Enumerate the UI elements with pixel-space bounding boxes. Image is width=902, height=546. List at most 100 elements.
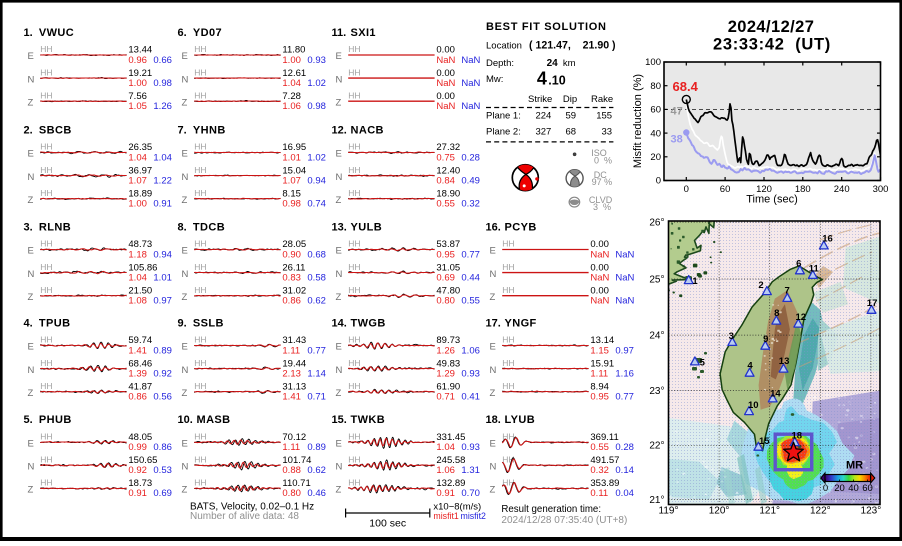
svg-text:0.53: 0.53 [153, 465, 172, 476]
svg-text:0.11: 0.11 [590, 488, 608, 499]
svg-text:0.00: 0.00 [436, 91, 455, 102]
svg-text:HH: HH [40, 188, 52, 198]
svg-text:0.58: 0.58 [307, 272, 326, 283]
svg-text:E: E [182, 342, 188, 353]
svg-text:13.44: 13.44 [128, 45, 152, 56]
svg-text:31.13: 31.13 [282, 381, 306, 392]
svg-text:0.00: 0.00 [436, 68, 455, 79]
svg-text:70.12: 70.12 [282, 432, 306, 443]
svg-text:N: N [182, 172, 189, 183]
svg-text:28.05: 28.05 [282, 239, 306, 250]
svg-text:NaN: NaN [590, 296, 609, 307]
svg-text:4.: 4. [24, 318, 33, 330]
svg-text:HH: HH [348, 67, 360, 77]
svg-text:MR: MR [846, 460, 863, 472]
svg-text:PHUB: PHUB [39, 414, 72, 426]
svg-text:HH: HH [40, 239, 52, 249]
svg-text:HH: HH [502, 239, 514, 249]
svg-text:0.92: 0.92 [128, 465, 147, 476]
svg-text:NaN: NaN [436, 55, 455, 66]
svg-text:0.74: 0.74 [307, 199, 326, 210]
svg-text:HH: HH [348, 165, 360, 175]
svg-text:48.05: 48.05 [128, 432, 152, 443]
svg-text:20: 20 [650, 152, 661, 163]
svg-text:31.05: 31.05 [436, 262, 460, 273]
svg-text:47.80: 47.80 [436, 285, 460, 296]
svg-text:HH: HH [40, 455, 52, 465]
svg-text:0.75: 0.75 [436, 152, 455, 163]
svg-text:HH: HH [348, 90, 360, 100]
svg-text:HH: HH [348, 239, 360, 249]
svg-text:331.45: 331.45 [436, 432, 465, 443]
svg-text:0.62: 0.62 [307, 465, 326, 476]
svg-text:N: N [336, 269, 343, 280]
svg-text:150.65: 150.65 [128, 455, 157, 466]
svg-text:3.: 3. [24, 222, 33, 234]
svg-text:N: N [182, 365, 189, 376]
svg-text:NaN: NaN [590, 249, 609, 260]
svg-text:NaN: NaN [461, 101, 480, 112]
svg-text:Result generation time:: Result generation time: [501, 504, 601, 515]
svg-text:18.73: 18.73 [128, 478, 152, 489]
svg-text:1.08: 1.08 [128, 296, 147, 307]
svg-text:HH: HH [194, 44, 206, 54]
svg-text:E: E [336, 438, 342, 449]
svg-text:HH: HH [348, 142, 360, 152]
svg-text:misfit1: misfit1 [433, 511, 459, 521]
svg-text:SBCB: SBCB [39, 125, 72, 137]
svg-text:18.: 18. [486, 414, 501, 426]
svg-text:0.49: 0.49 [461, 175, 480, 186]
svg-text:E: E [28, 438, 34, 449]
svg-text:0.41: 0.41 [461, 392, 480, 403]
svg-text:Z: Z [28, 485, 34, 496]
svg-text:1.22: 1.22 [153, 175, 172, 186]
svg-text:155: 155 [596, 110, 612, 121]
svg-text:E: E [490, 246, 496, 257]
svg-text:5: 5 [700, 358, 706, 369]
svg-text:YULB: YULB [351, 222, 383, 234]
svg-text:Z: Z [336, 485, 342, 496]
svg-text:2024/12/27: 2024/12/27 [728, 18, 815, 36]
svg-text:40: 40 [650, 128, 661, 139]
svg-text:15.91: 15.91 [590, 358, 614, 369]
svg-text:HH: HH [502, 431, 514, 441]
svg-text:0.96: 0.96 [128, 55, 147, 66]
svg-text:0.70: 0.70 [461, 488, 480, 499]
svg-text:0.86: 0.86 [128, 392, 147, 403]
svg-text:HH: HH [194, 90, 206, 100]
svg-text:0.91: 0.91 [128, 488, 147, 499]
svg-text:100 sec: 100 sec [369, 518, 406, 530]
svg-text:3: 3 [729, 331, 734, 342]
svg-text:27.32: 27.32 [436, 142, 460, 153]
svg-text:Mw:: Mw: [486, 74, 503, 85]
svg-text:60: 60 [650, 105, 661, 116]
svg-text:1.01: 1.01 [153, 272, 172, 283]
svg-text:10.: 10. [178, 414, 193, 426]
svg-text:0.32: 0.32 [590, 465, 609, 476]
svg-text:NACB: NACB [351, 125, 384, 137]
svg-text:17: 17 [867, 298, 878, 309]
svg-text:N: N [336, 172, 343, 183]
svg-text:24°: 24° [649, 330, 664, 341]
svg-text:1.00: 1.00 [282, 55, 301, 66]
svg-text:HH: HH [194, 381, 206, 391]
svg-text:N: N [490, 269, 497, 280]
svg-text:1.07: 1.07 [128, 175, 147, 186]
svg-text:0.69: 0.69 [436, 272, 455, 283]
svg-text:15: 15 [759, 436, 770, 447]
svg-text:15.: 15. [332, 414, 347, 426]
svg-text:119°: 119° [659, 506, 679, 517]
svg-text:23°: 23° [649, 386, 664, 397]
svg-text:0.71: 0.71 [307, 392, 326, 403]
svg-text:E: E [28, 149, 34, 160]
svg-text:HH: HH [348, 455, 360, 465]
svg-text:HH: HH [194, 358, 206, 368]
svg-text:0.86: 0.86 [153, 442, 172, 453]
svg-text:8: 8 [774, 308, 779, 319]
svg-text:369.11: 369.11 [590, 432, 618, 443]
svg-text:2.13: 2.13 [282, 368, 301, 379]
svg-text:18: 18 [792, 431, 803, 442]
svg-text:1: 1 [692, 276, 698, 287]
svg-text:N: N [182, 462, 189, 473]
svg-text:0.32: 0.32 [461, 199, 480, 210]
